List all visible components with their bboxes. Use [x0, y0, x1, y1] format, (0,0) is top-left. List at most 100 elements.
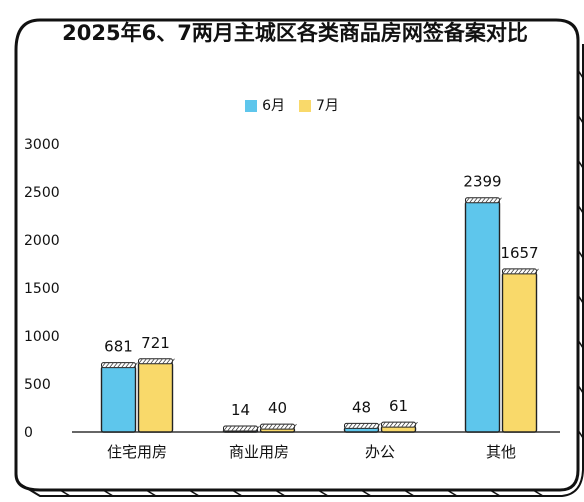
frame-tick: [274, 489, 286, 497]
bar-top-hatch: [101, 362, 138, 369]
hatch-line: [154, 358, 159, 365]
chart-legend: 6月 7月: [0, 98, 584, 114]
hatch-line: [481, 197, 486, 203]
hatch-line: [288, 423, 293, 430]
data-label: 61: [389, 397, 408, 415]
frame-tick: [360, 489, 372, 497]
hatch-line: [376, 423, 381, 429]
hatch-line: [101, 362, 106, 368]
hatch-line: [397, 421, 402, 428]
x-axis: 住宅用房 商业用房 办公 其他: [107, 443, 516, 461]
hatch-line: [506, 268, 511, 275]
hatch-line: [526, 268, 531, 275]
frame-tick: [532, 489, 544, 497]
hatch-line: [292, 423, 297, 430]
frame-tick: [577, 384, 584, 394]
bar-group: 681 721 14 40 48 61 2399 1657: [100, 173, 539, 433]
hatch-line: [109, 362, 114, 368]
hatch-line: [489, 197, 494, 203]
hatch-line: [372, 423, 377, 429]
x-tick-label: 办公: [365, 443, 395, 461]
hatch-line: [497, 197, 502, 203]
frame-tick: [577, 249, 584, 259]
hatch-line: [166, 358, 171, 365]
frame-tick: [145, 489, 157, 497]
hatch-line: [393, 421, 398, 428]
hatch-line: [473, 197, 478, 203]
hatch-line: [518, 268, 523, 275]
bar-top-hatch: [502, 268, 539, 275]
legend-item-june: 6月: [245, 98, 285, 114]
hatch-line: [162, 358, 167, 365]
hatch-line: [356, 423, 361, 429]
hatch-line: [409, 421, 414, 428]
hatch-line: [280, 423, 285, 430]
hatch-line: [264, 423, 269, 430]
legend-label-july: 7月: [316, 98, 339, 114]
hatch-line: [381, 421, 386, 428]
hatch-line: [469, 197, 474, 203]
bar-june: [100, 365, 137, 433]
legend-swatch-june: [245, 100, 258, 112]
frame-tick: [102, 489, 114, 497]
hatch-line: [276, 423, 281, 430]
hatch-line: [113, 362, 118, 368]
legend-label-june: 6月: [262, 98, 285, 114]
hatch-line: [117, 362, 122, 368]
bar-july: [501, 272, 538, 433]
hatch-line: [385, 421, 390, 428]
hatch-line: [493, 197, 498, 203]
hatch-line: [284, 423, 289, 430]
frame-decoration: [59, 69, 584, 497]
hatch-line: [352, 423, 357, 429]
hatch-line: [272, 423, 277, 430]
frame-tick: [188, 489, 200, 497]
frame-tick: [231, 489, 243, 497]
hatch-line: [401, 421, 406, 428]
hatch-line: [477, 197, 482, 203]
frame-tick: [577, 294, 584, 304]
y-tick-label: 3000: [24, 137, 60, 153]
hatch-line: [251, 425, 256, 432]
hatch-line: [255, 425, 260, 432]
hatch-line: [243, 425, 248, 432]
hatch-line: [260, 423, 265, 430]
frame-tick: [577, 69, 584, 79]
x-tick-label: 住宅用房: [107, 443, 167, 461]
data-label: 721: [141, 334, 170, 352]
data-label: 1657: [500, 244, 538, 262]
hatch-line: [158, 358, 163, 365]
y-tick-label: 2500: [24, 185, 60, 201]
hatch-line: [105, 362, 110, 368]
frame-tick: [403, 489, 415, 497]
frame-tick: [489, 489, 501, 497]
hatch-line: [514, 268, 519, 275]
hatch-line: [138, 358, 143, 365]
x-tick-label: 其他: [486, 443, 516, 461]
frame-tick: [577, 429, 584, 439]
bar-top-hatch: [223, 425, 260, 432]
hatch-line: [227, 425, 232, 432]
hatch-line: [502, 268, 507, 275]
hatch-line: [485, 197, 490, 203]
hatch-line: [235, 425, 240, 432]
bar-top-hatch: [138, 358, 175, 365]
x-tick-label: 商业用房: [229, 443, 289, 461]
bar-top-hatch: [344, 422, 381, 429]
frame-tick: [446, 489, 458, 497]
frame-tick: [59, 489, 71, 497]
y-tick-label: 1000: [24, 329, 60, 345]
data-label: 40: [268, 399, 287, 417]
hatch-line: [239, 425, 244, 432]
legend-item-july: 7月: [299, 98, 339, 114]
frame-tick: [577, 339, 584, 349]
bar-top-hatch: [260, 423, 297, 430]
bar-top-hatch: [381, 421, 418, 428]
chart-title: 2025年6、7两月主城区各类商品房网签备案对比: [62, 21, 528, 45]
bar-july: [137, 362, 174, 433]
hatch-line: [125, 362, 130, 368]
data-label: 14: [231, 401, 250, 419]
hatch-line: [534, 268, 539, 275]
hatch-line: [344, 423, 349, 429]
